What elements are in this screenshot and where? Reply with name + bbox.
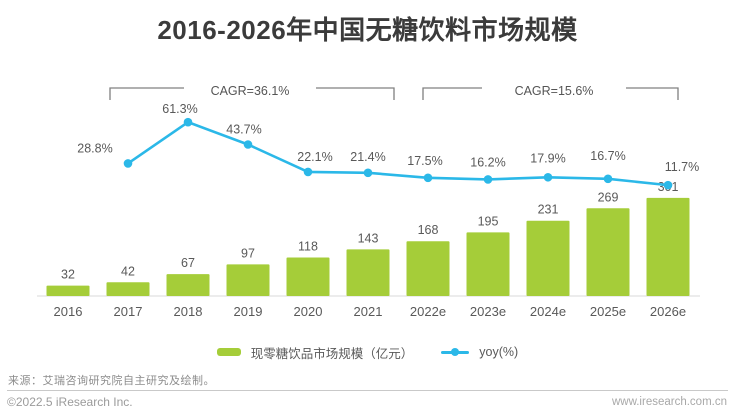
bar-value-label: 118 [298, 240, 318, 254]
bar-2020 [286, 257, 330, 296]
yoy-point-2019 [243, 140, 253, 149]
yoy-value-label: 28.8% [77, 141, 112, 155]
x-tick-label: 2024e [530, 304, 566, 319]
bar-2024e [526, 220, 570, 296]
bar-value-label: 97 [241, 246, 255, 260]
legend-bar-swatch-icon [216, 348, 241, 356]
bar-2021 [346, 249, 390, 296]
yoy-point-2023e [483, 175, 493, 184]
cagr-label: CAGR=36.1% [211, 84, 290, 98]
bar-value-label: 143 [358, 231, 379, 245]
x-tick-label: 2023e [470, 304, 506, 319]
yoy-value-label: 17.5% [407, 154, 442, 168]
cagr-bracket [109, 87, 395, 100]
yoy-value-label: 17.9% [530, 151, 565, 165]
bar-value-label: 195 [478, 214, 499, 228]
bar-value-label: 42 [121, 264, 135, 278]
x-tick-label: 2022e [410, 304, 446, 319]
yoy-point-2020 [303, 167, 313, 177]
legend-line-dot [451, 348, 460, 356]
website-url: www.iresearch.com.cn [611, 396, 727, 408]
bar-2016 [46, 285, 90, 296]
x-tick-label: 2021 [354, 304, 383, 319]
yoy-point-2017 [123, 159, 133, 168]
bar-2022e [406, 241, 450, 296]
bar-2018 [166, 274, 210, 296]
bar-value-label: 32 [61, 268, 75, 282]
legend-bar-label: 现零糖饮品市场规模（亿元） [250, 346, 414, 361]
cagr-label: CAGR=15.6% [515, 84, 594, 98]
bar-value-label: 231 [538, 203, 559, 217]
yoy-value-label: 16.7% [590, 149, 625, 163]
bar-value-label: 67 [181, 256, 195, 270]
yoy-value-label: 11.7% [665, 160, 700, 174]
bar-2026e [646, 197, 690, 296]
x-tick-label: 2016 [54, 304, 83, 319]
yoy-line [126, 120, 670, 187]
yoy-point-2018 [183, 117, 193, 127]
chart-title: 2016-2026年中国无糖饮料市场规模 [157, 15, 578, 45]
x-tick-label: 2026e [650, 304, 686, 319]
legend: 现零糖饮品市场规模（亿元） yoy(%) [0, 343, 735, 361]
yoy-value-label: 22.1% [297, 150, 332, 164]
yoy-value-label: 43.7% [226, 123, 261, 137]
chart-canvas: 32 2016 42 2017 67 2018 97 2019 118 2020 143 2021 16… [37, 84, 700, 319]
bar-value-label: 269 [598, 190, 619, 204]
yoy-point-2025e [603, 174, 613, 184]
copyright-text: ©2022.5 iResearch Inc. [7, 395, 133, 409]
bar-2019 [226, 264, 270, 296]
yoy-point-2024e [543, 172, 553, 182]
x-tick-label: 2017 [114, 304, 143, 319]
x-tick-label: 2025e [590, 304, 626, 319]
bar-2023e [466, 232, 510, 296]
source-note: 来源：艾瑞咨询研究院自主研究及绘制。 [8, 375, 215, 387]
legend-line-label: yoy(%) [479, 345, 519, 359]
yoy-point-2022e [423, 173, 433, 183]
footer-divider [7, 390, 728, 391]
bar-2017 [106, 282, 150, 296]
legend-line-swatch-icon [441, 347, 470, 357]
yoy-point-2021 [363, 168, 373, 178]
cagr-bracket [422, 87, 679, 100]
yoy-value-label: 61.3% [162, 102, 197, 116]
yoy-point-2026e [663, 180, 673, 190]
yoy-value-label: 21.4% [350, 150, 385, 164]
x-tick-label: 2019 [234, 304, 263, 319]
yoy-value-label: 16.2% [470, 155, 505, 169]
x-tick-label: 2018 [174, 304, 203, 319]
x-tick-label: 2020 [294, 304, 323, 319]
bar-value-label: 168 [418, 223, 439, 237]
bar-2025e [586, 208, 630, 296]
